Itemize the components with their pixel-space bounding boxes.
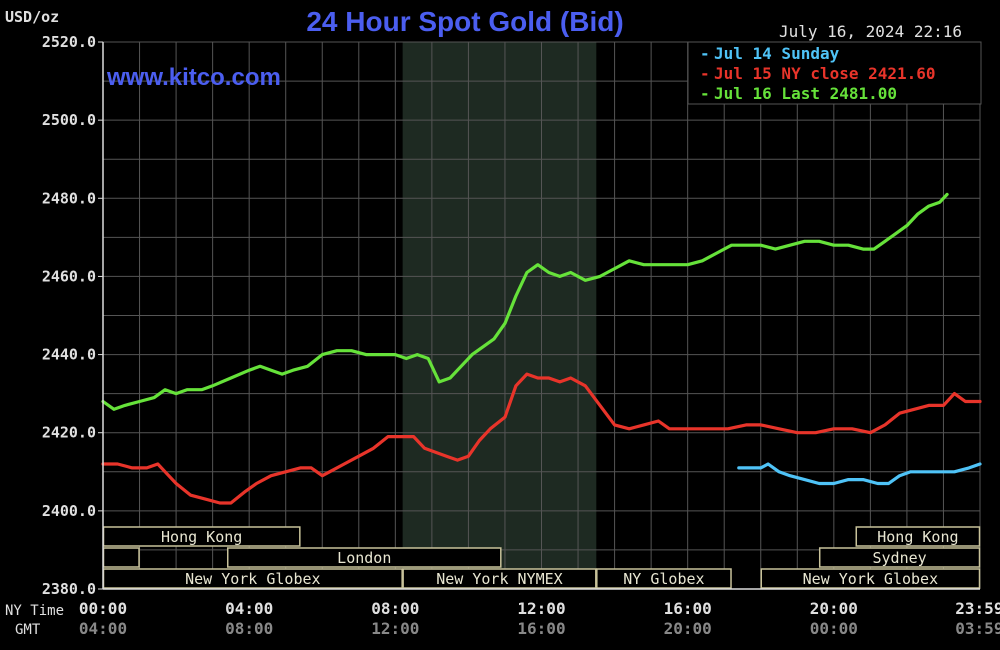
x-tick-label-gmt: 16:00 <box>517 619 565 638</box>
legend-item: - Jul 15 NY close 2421.60 <box>700 64 936 83</box>
x-tick-label-gmt: 20:00 <box>664 619 712 638</box>
unit-label: USD/oz <box>5 8 59 26</box>
y-tick-label: 2440.0 <box>42 346 96 364</box>
session-label: New York Globex <box>185 570 320 588</box>
y-tick-label: 2460.0 <box>42 267 96 285</box>
x-tick-label-gmt: 08:00 <box>225 619 273 638</box>
session-box <box>102 547 140 568</box>
session-label: Hong Kong <box>877 528 958 546</box>
x-tick-label-ny: 04:00 <box>225 599 273 618</box>
session-box <box>818 547 981 568</box>
legend: - Jul 14 Sunday - Jul 15 NY close 2421.6… <box>687 41 982 105</box>
legend-label: Jul 14 Sunday <box>714 44 840 63</box>
legend-dash: - <box>700 64 710 83</box>
legend-item: - Jul 16 Last 2481.00 <box>700 84 897 103</box>
y-tick-label: 2380.0 <box>42 580 96 598</box>
watermark: www.kitco.com <box>106 64 281 91</box>
y-axis: 2520.0 2500.0 2480.0 2460.0 2440.0 2420.0 2400… <box>42 33 980 598</box>
session-label: New York Globex <box>803 570 938 588</box>
legend-label: Jul 16 Last 2481.00 <box>714 84 897 103</box>
x-tick-label-gmt: 03:59 <box>955 619 1000 638</box>
ny-time-row-label: NY Time <box>5 603 64 619</box>
session-box <box>226 547 502 568</box>
x-tick-label-gmt: 04:00 <box>79 619 127 638</box>
session-label: Hong Kong <box>161 528 242 546</box>
legend-label: Jul 15 NY close 2421.60 <box>714 64 936 83</box>
legend-dash: - <box>700 44 710 63</box>
session-label: New York NYMEX <box>436 570 562 588</box>
x-tick-label-ny: 12:00 <box>517 599 565 618</box>
x-tick-label-gmt: 12:00 <box>371 619 419 638</box>
chart-title: 24 Hour Spot Gold (Bid) <box>306 6 623 37</box>
x-tick-label-ny: 16:00 <box>664 599 712 618</box>
session-box <box>402 568 597 589</box>
x-axis: 00:0004:0004:0008:0008:0012:0012:0016:00… <box>79 599 1000 638</box>
x-tick-label-ny: 08:00 <box>371 599 419 618</box>
x-tick-label-gmt: 00:00 <box>810 619 858 638</box>
y-tick-label: 2420.0 <box>42 424 96 442</box>
series-layer <box>101 192 982 505</box>
session-box <box>596 568 732 589</box>
series-line <box>101 192 949 411</box>
series-line <box>737 462 982 486</box>
y-tick-label: 2400.0 <box>42 502 96 520</box>
session-label: London <box>337 549 391 567</box>
x-tick-label-ny: 20:00 <box>810 599 858 618</box>
y-tick-label: 2520.0 <box>42 33 96 51</box>
session-box <box>760 568 981 589</box>
legend-box <box>687 41 982 105</box>
timestamp: July 16, 2024 22:16 <box>779 22 962 41</box>
legend-item: - Jul 14 Sunday <box>700 44 840 63</box>
session-label: Sydney <box>873 549 927 567</box>
legend-dash: - <box>700 84 710 103</box>
market-sessions: Hong Kong London New York Globex New York N… <box>102 526 981 589</box>
x-tick-label-ny: 23:59 <box>955 599 1000 618</box>
x-tick-label-ny: 00:00 <box>79 599 127 618</box>
y-tick-label: 2480.0 <box>42 189 96 207</box>
session-label: NY Globex <box>623 570 704 588</box>
series-line <box>101 372 982 505</box>
gmt-row-label: GMT <box>15 622 41 638</box>
y-tick-label: 2500.0 <box>42 111 96 129</box>
session-box <box>855 526 981 547</box>
